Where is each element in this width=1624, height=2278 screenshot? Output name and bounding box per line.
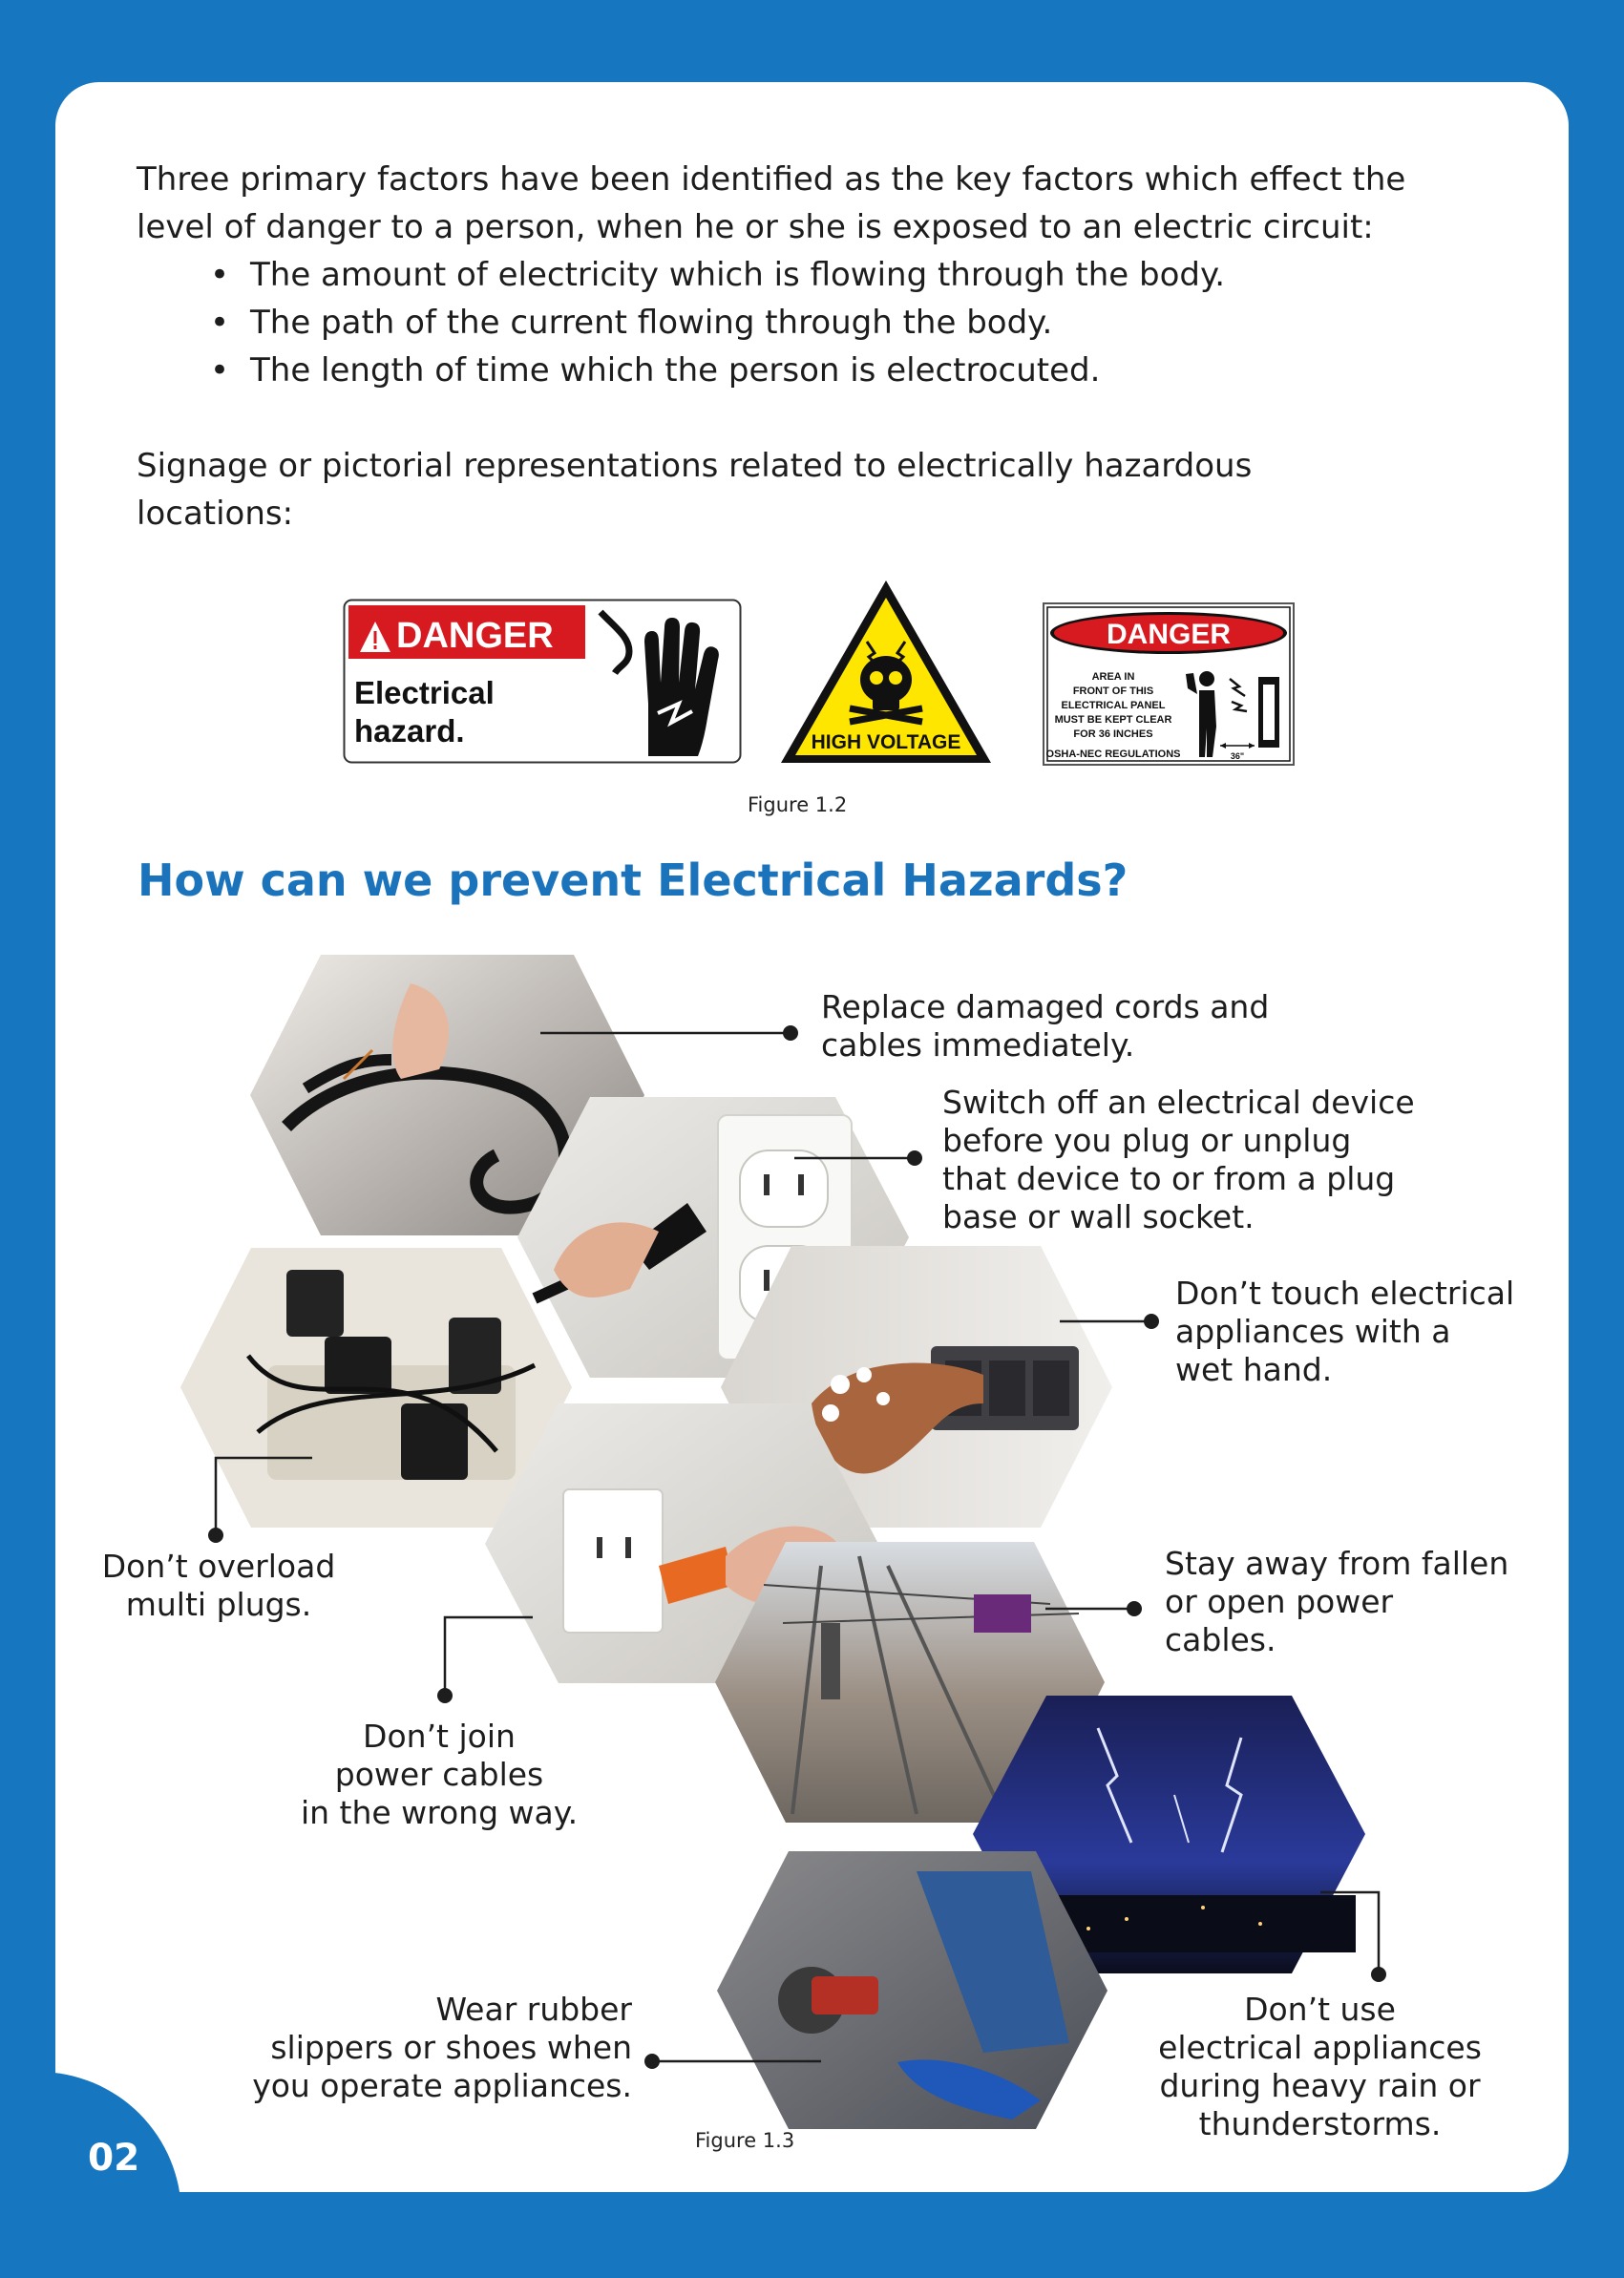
skull-icon: [849, 641, 923, 726]
intro-paragraph: Three primary factors have been identifi…: [137, 156, 1492, 251]
tip-overload-multi-plugs: Don’t overload multi plugs.: [101, 1548, 336, 1623]
worker-rubber-slippers-photo: [717, 1851, 1107, 2129]
svg-text:AREA IN: AREA IN: [1092, 671, 1135, 683]
signage-text: Signage or pictorial representations rel…: [137, 447, 1253, 533]
overloaded-multi-plug-photo: [180, 1248, 572, 1528]
high-voltage-sign: HIGH VOLTAGE: [781, 580, 991, 763]
page-number: 02: [88, 2137, 140, 2180]
tip-rubber-shoes: Wear rubber slippers or shoes when you o…: [252, 1991, 632, 2104]
svg-text:DANGER: DANGER: [396, 616, 554, 656]
factor-item: The length of time which the person is e…: [200, 347, 1225, 394]
factor-item: The amount of electricity which is flowi…: [200, 251, 1225, 299]
figure-caption: Figure 1.3: [695, 2129, 795, 2152]
svg-text:FRONT OF THIS: FRONT OF THIS: [1073, 686, 1153, 697]
tip-heavy-rain: Don’t use electrical appliances during h…: [1158, 1991, 1482, 2142]
svg-text:OSHA-NEC REGULATIONS: OSHA-NEC REGULATIONS: [1046, 749, 1181, 760]
tip-switch-off-device: Switch off an electrical device before y…: [942, 1084, 1415, 1235]
fallen-power-cables-photo: [715, 1542, 1105, 1823]
svg-text:hazard.: hazard.: [354, 713, 465, 749]
svg-text:Electrical: Electrical: [354, 675, 495, 710]
factor-list: The amount of electricity which is flowi…: [200, 251, 1225, 394]
svg-text:ELECTRICAL PANEL: ELECTRICAL PANEL: [1062, 700, 1166, 711]
svg-text:DANGER: DANGER: [1107, 619, 1231, 650]
person-at-panel-icon: 36": [1186, 671, 1279, 761]
svg-text:MUST BE KEPT CLEAR: MUST BE KEPT CLEAR: [1055, 714, 1172, 726]
svg-text:36": 36": [1231, 751, 1244, 761]
damaged-cord-photo: [250, 955, 644, 1235]
tip-join-cables: Don’t join power cables in the wrong way…: [300, 1718, 579, 1831]
danger-electrical-panel-sign: DANGER AREA IN FRONT OF THIS ELECTRICAL …: [1043, 602, 1295, 766]
intro-text: Three primary factors have been identifi…: [137, 160, 1406, 246]
factor-item: The path of the current flowing through …: [200, 299, 1225, 347]
tip-wet-hand: Don’t touch electrical appliances with a…: [1175, 1275, 1515, 1388]
tip-replace-damaged-cords: Replace damaged cords and cables immedia…: [821, 988, 1270, 1064]
hand-shock-icon: [598, 609, 719, 756]
figure-caption: Figure 1.2: [748, 793, 848, 816]
section-title: How can we prevent Electrical Hazards?: [137, 854, 1128, 906]
danger-electrical-hazard-sign: DANGER Electrical hazard.: [343, 599, 742, 764]
svg-text:HIGH VOLTAGE: HIGH VOLTAGE: [812, 731, 961, 753]
svg-text:FOR 36 INCHES: FOR 36 INCHES: [1073, 728, 1152, 740]
tip-fallen-cables: Stay away from fallen or open power cabl…: [1165, 1545, 1509, 1658]
